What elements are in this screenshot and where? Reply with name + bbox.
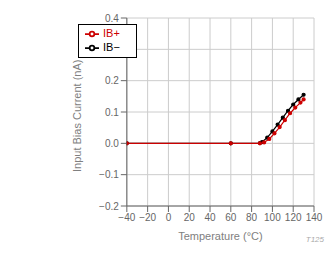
svg-text:−20: −20 — [139, 212, 156, 223]
svg-text:60: 60 — [225, 212, 237, 223]
svg-text:0.0: 0.0 — [105, 138, 119, 149]
svg-text:Temperature (°C): Temperature (°C) — [178, 230, 262, 242]
svg-text:140: 140 — [306, 212, 323, 223]
svg-text:0.3: 0.3 — [105, 44, 119, 55]
svg-text:0.2: 0.2 — [105, 75, 119, 86]
svg-text:120: 120 — [285, 212, 302, 223]
svg-text:Input Bias Current (nA): Input Bias Current (nA) — [71, 60, 83, 173]
svg-text:0.1: 0.1 — [105, 107, 119, 118]
svg-text:40: 40 — [204, 212, 216, 223]
svg-text:20: 20 — [184, 212, 196, 223]
svg-text:−40: −40 — [118, 212, 135, 223]
svg-text:0: 0 — [166, 212, 172, 223]
svg-text:0.4: 0.4 — [105, 13, 119, 24]
svg-text:−0.1: −0.1 — [99, 169, 119, 180]
svg-text:100: 100 — [264, 212, 281, 223]
svg-text:−0.2: −0.2 — [99, 201, 119, 212]
svg-text:80: 80 — [246, 212, 258, 223]
